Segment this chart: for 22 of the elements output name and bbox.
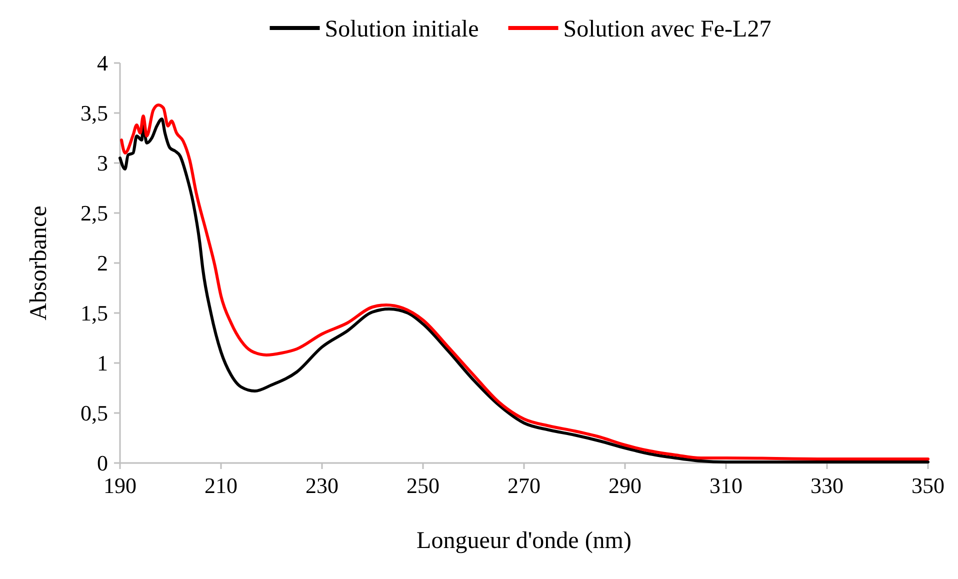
y-tick-label: 1,5 — [80, 300, 108, 326]
legend-label: Solution avec Fe-L27 — [563, 16, 772, 42]
x-tick-label: 210 — [204, 473, 238, 498]
y-tick-label: 1 — [97, 350, 108, 376]
y-tick-label: 2 — [97, 250, 108, 276]
y-tick-label: 3 — [97, 150, 108, 176]
x-tick-label: 230 — [306, 473, 338, 498]
y-tick-label: 2,5 — [80, 200, 108, 226]
x-tick-label: 270 — [508, 473, 540, 498]
x-tick-label: 330 — [810, 473, 844, 498]
x-tick-label: 310 — [710, 473, 742, 498]
y-tick-label: 4 — [97, 50, 108, 76]
x-axis-title: Longueur d'onde (nm) — [416, 528, 632, 554]
x-tick-label: 350 — [912, 473, 944, 498]
x-tick-label: 250 — [406, 473, 440, 498]
y-axis-title: Absorbance — [26, 206, 52, 320]
y-tick-label: 3,5 — [80, 100, 108, 126]
y-tick-label: 0 — [97, 450, 108, 476]
legend-label: Solution initiale — [324, 16, 479, 42]
y-tick-label: 0,5 — [80, 400, 108, 426]
x-tick-label: 190 — [104, 473, 136, 498]
x-tick-label: 290 — [608, 473, 642, 498]
